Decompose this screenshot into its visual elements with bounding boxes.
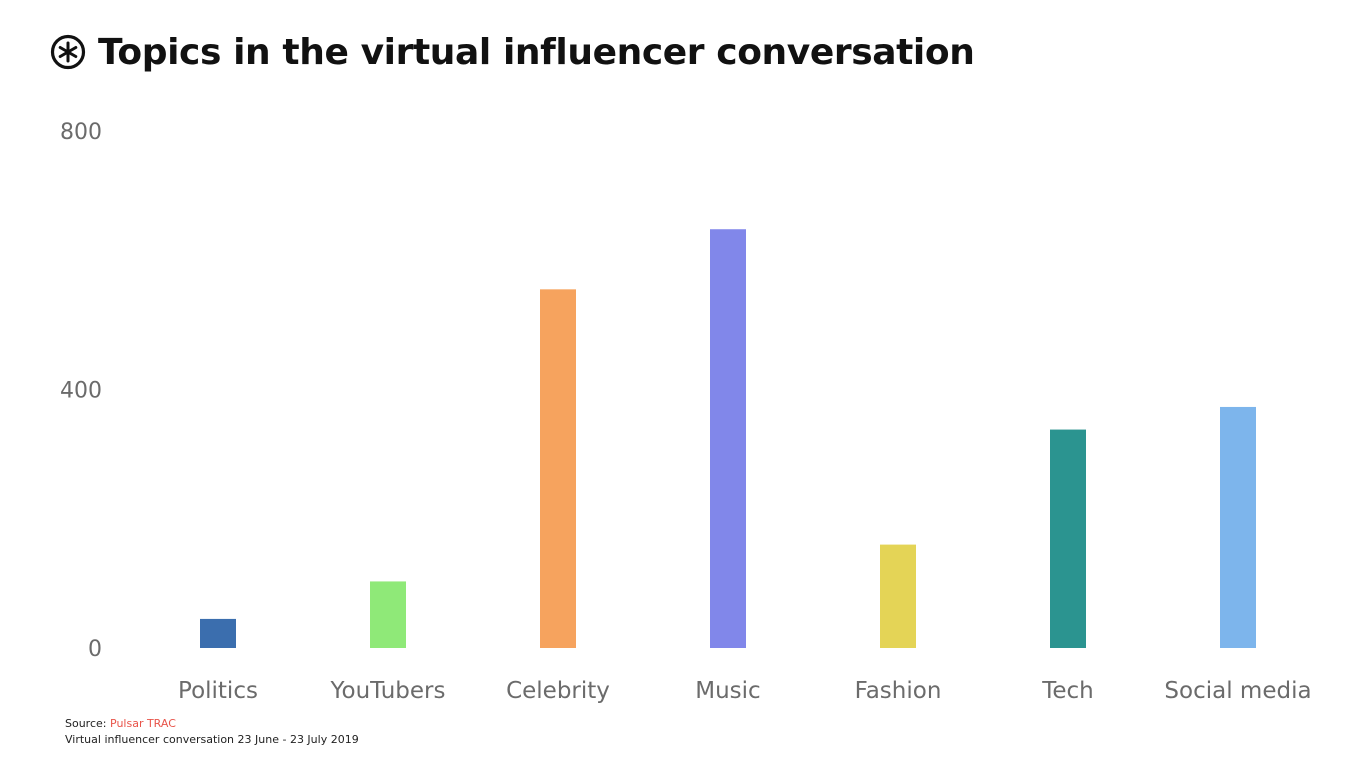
bar-youtubers xyxy=(370,581,406,648)
chart-footer: Source: Pulsar TRAC Virtual influencer c… xyxy=(65,716,359,748)
x-category-label: Fashion xyxy=(855,678,942,704)
x-axis-labels: Politics YouTubers Celebrity Music Fashion Te… xyxy=(178,678,1312,704)
source-name: Pulsar TRAC xyxy=(110,717,176,730)
x-category-label: Social media xyxy=(1164,678,1311,704)
chart-title: Topics in the virtual influencer convers… xyxy=(98,31,975,73)
title-row: Topics in the virtual influencer convers… xyxy=(50,26,975,78)
bars xyxy=(200,229,1256,649)
source-line: Source: Pulsar TRAC xyxy=(65,716,359,732)
pulsar-logo-icon xyxy=(50,34,86,70)
bar-celebrity xyxy=(540,289,576,648)
date-range-note: Virtual influencer conversation 23 June … xyxy=(65,733,359,746)
bar-music xyxy=(710,229,746,649)
bar-politics xyxy=(200,618,236,648)
x-category-label: Politics xyxy=(178,678,258,704)
source-label: Source: xyxy=(65,717,107,730)
y-axis-ticks: 0 400 800 xyxy=(60,120,102,662)
y-tick-label: 800 xyxy=(60,120,102,145)
bar-tech xyxy=(1050,429,1086,648)
y-tick-label: 400 xyxy=(60,379,102,404)
x-category-label: YouTubers xyxy=(330,678,446,704)
x-category-label: Music xyxy=(695,678,760,704)
bar-fashion xyxy=(880,544,916,648)
x-category-label: Tech xyxy=(1041,678,1094,704)
bar-social-media xyxy=(1220,406,1256,648)
y-tick-label: 0 xyxy=(88,637,102,662)
x-category-label: Celebrity xyxy=(506,678,610,704)
